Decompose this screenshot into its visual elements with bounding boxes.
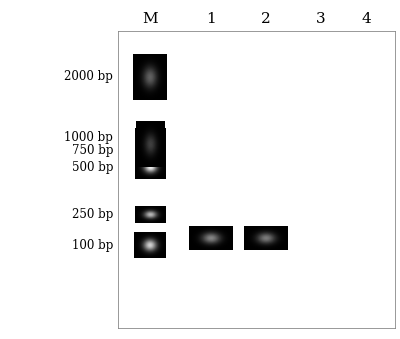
Text: 1000 bp: 1000 bp bbox=[64, 132, 113, 144]
Text: 2: 2 bbox=[260, 13, 270, 26]
Text: 3: 3 bbox=[316, 13, 326, 26]
Text: 1: 1 bbox=[206, 13, 216, 26]
Text: 100 bp: 100 bp bbox=[72, 239, 113, 253]
Text: 250 bp: 250 bp bbox=[72, 208, 113, 221]
Text: 2000 bp: 2000 bp bbox=[64, 70, 113, 83]
Text: M: M bbox=[142, 13, 158, 26]
Text: 750 bp: 750 bp bbox=[72, 144, 113, 157]
Text: 500 bp: 500 bp bbox=[72, 161, 113, 174]
Text: 4: 4 bbox=[362, 13, 372, 26]
